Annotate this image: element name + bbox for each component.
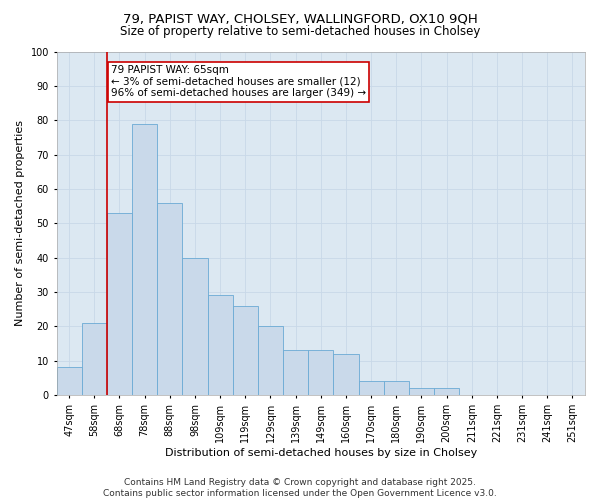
Text: Contains HM Land Registry data © Crown copyright and database right 2025.
Contai: Contains HM Land Registry data © Crown c… (103, 478, 497, 498)
X-axis label: Distribution of semi-detached houses by size in Cholsey: Distribution of semi-detached houses by … (164, 448, 477, 458)
Bar (359, 381, 383, 395)
Bar (157, 202, 182, 395)
Bar (308, 350, 334, 395)
Bar (132, 124, 157, 395)
Bar (107, 213, 132, 395)
Text: 79 PAPIST WAY: 65sqm
← 3% of semi-detached houses are smaller (12)
96% of semi-d: 79 PAPIST WAY: 65sqm ← 3% of semi-detach… (110, 65, 366, 98)
Text: 79, PAPIST WAY, CHOLSEY, WALLINGFORD, OX10 9QH: 79, PAPIST WAY, CHOLSEY, WALLINGFORD, OX… (122, 12, 478, 26)
Bar (82, 323, 107, 395)
Bar (56, 368, 82, 395)
Bar (283, 350, 308, 395)
Bar (233, 306, 258, 395)
Bar (182, 258, 208, 395)
Bar (434, 388, 459, 395)
Text: Size of property relative to semi-detached houses in Cholsey: Size of property relative to semi-detach… (120, 25, 480, 38)
Bar (409, 388, 434, 395)
Bar (334, 354, 359, 395)
Bar (208, 296, 233, 395)
Bar (383, 381, 409, 395)
Bar (258, 326, 283, 395)
Y-axis label: Number of semi-detached properties: Number of semi-detached properties (15, 120, 25, 326)
